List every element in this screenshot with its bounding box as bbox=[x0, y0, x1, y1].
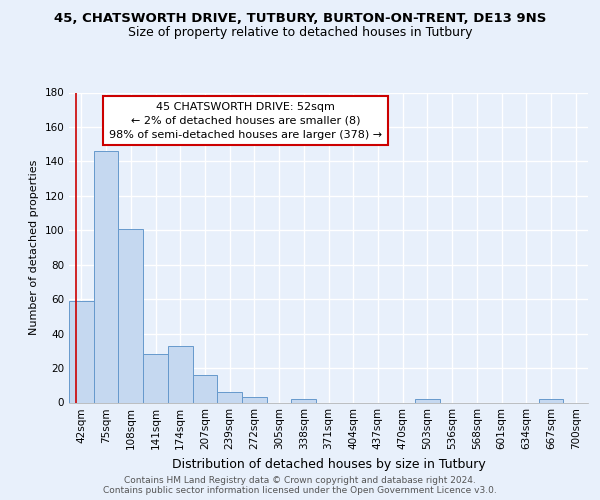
Bar bbox=[94, 151, 118, 403]
Bar bbox=[143, 354, 168, 403]
Text: 45, CHATSWORTH DRIVE, TUTBURY, BURTON-ON-TRENT, DE13 9NS: 45, CHATSWORTH DRIVE, TUTBURY, BURTON-ON… bbox=[54, 12, 546, 26]
Y-axis label: Number of detached properties: Number of detached properties bbox=[29, 160, 39, 335]
Bar bbox=[242, 398, 267, 402]
Bar bbox=[217, 392, 242, 402]
Bar bbox=[292, 399, 316, 402]
Bar bbox=[539, 399, 563, 402]
Text: Contains HM Land Registry data © Crown copyright and database right 2024.
Contai: Contains HM Land Registry data © Crown c… bbox=[103, 476, 497, 495]
Bar bbox=[168, 346, 193, 403]
Text: Size of property relative to detached houses in Tutbury: Size of property relative to detached ho… bbox=[128, 26, 472, 39]
Bar bbox=[415, 399, 440, 402]
Bar bbox=[118, 228, 143, 402]
Text: 45 CHATSWORTH DRIVE: 52sqm
← 2% of detached houses are smaller (8)
98% of semi-d: 45 CHATSWORTH DRIVE: 52sqm ← 2% of detac… bbox=[109, 102, 382, 140]
Bar bbox=[69, 301, 94, 402]
Bar bbox=[193, 375, 217, 402]
X-axis label: Distribution of detached houses by size in Tutbury: Distribution of detached houses by size … bbox=[172, 458, 485, 471]
